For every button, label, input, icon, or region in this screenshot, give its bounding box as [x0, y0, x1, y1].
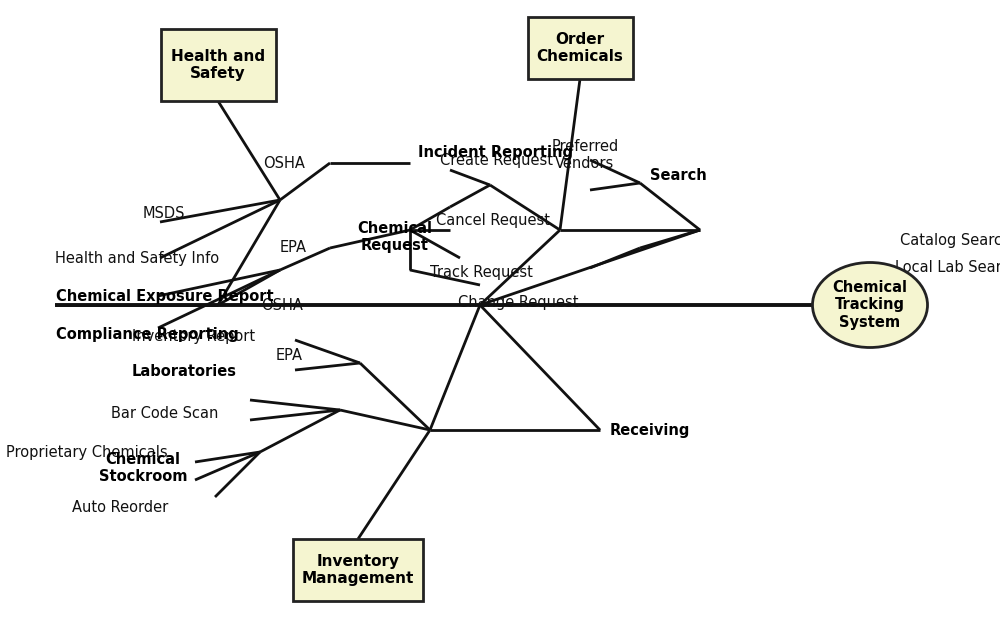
- Text: Create Request: Create Request: [440, 153, 553, 168]
- Text: OSHA: OSHA: [261, 298, 303, 312]
- Text: Chemical Exposure Report: Chemical Exposure Report: [56, 288, 274, 304]
- Text: Local Lab Search: Local Lab Search: [895, 260, 1000, 276]
- Text: Cancel Request: Cancel Request: [436, 213, 550, 227]
- Text: Inventory
Management: Inventory Management: [302, 554, 414, 586]
- Text: Receiving: Receiving: [610, 422, 690, 438]
- Text: Search: Search: [650, 168, 707, 182]
- Text: Inventory Report: Inventory Report: [132, 330, 255, 345]
- Text: Incident Reporting: Incident Reporting: [418, 145, 573, 161]
- Text: EPA: EPA: [280, 241, 307, 255]
- Text: Compliance Reporting: Compliance Reporting: [56, 328, 239, 342]
- Text: OSHA: OSHA: [263, 156, 305, 171]
- Text: EPA: EPA: [276, 347, 303, 363]
- FancyBboxPatch shape: [293, 539, 423, 601]
- Text: Order
Chemicals: Order Chemicals: [537, 32, 623, 64]
- Ellipse shape: [812, 262, 928, 347]
- Text: Auto Reorder: Auto Reorder: [72, 500, 168, 514]
- Text: MSDS: MSDS: [143, 206, 185, 220]
- FancyBboxPatch shape: [528, 17, 633, 79]
- Text: Preferred
Vendors: Preferred Vendors: [551, 139, 619, 171]
- Text: Proprietary Chemicals: Proprietary Chemicals: [6, 444, 168, 460]
- Text: Bar Code Scan: Bar Code Scan: [111, 406, 218, 420]
- Text: Chemical
Tracking
System: Chemical Tracking System: [832, 280, 908, 330]
- Text: Laboratories: Laboratories: [132, 364, 237, 380]
- Text: Catalog Search: Catalog Search: [900, 232, 1000, 248]
- Text: Change Request: Change Request: [458, 295, 578, 310]
- FancyBboxPatch shape: [160, 29, 276, 101]
- Text: Track Request: Track Request: [430, 265, 533, 281]
- Text: Health and
Safety: Health and Safety: [171, 49, 265, 81]
- Text: Chemical
Stockroom: Chemical Stockroom: [98, 451, 187, 485]
- Text: Health and Safety Info: Health and Safety Info: [55, 250, 219, 265]
- Text: Chemical
Request: Chemical Request: [357, 221, 432, 253]
